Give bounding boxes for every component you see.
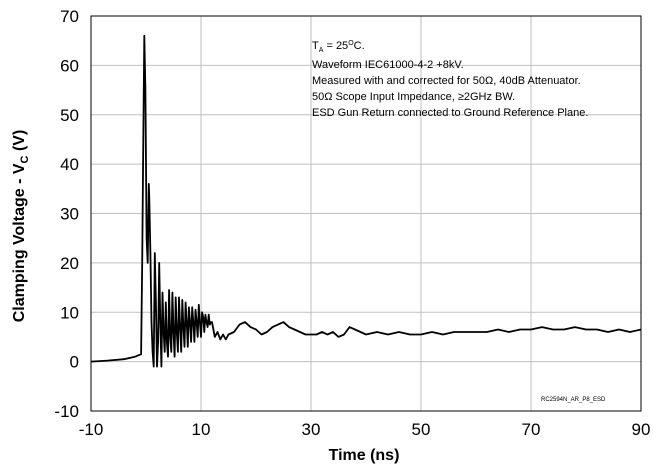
y-axis-title: Clamping Voltage - VC (V): [11, 130, 31, 323]
y-tick-label: 60: [60, 56, 79, 75]
note-temperature: TA = 25OC.: [312, 40, 365, 54]
note-gun-return: ESD Gun Return connected to Ground Refer…: [312, 107, 588, 119]
y-tick-label: -10: [54, 402, 79, 421]
x-tick-label: -10: [79, 420, 104, 439]
note-waveform: Waveform IEC61000-4-2 +8kV.: [312, 59, 464, 71]
clamping-voltage-trace: [90, 34, 642, 368]
x-tick-label: 30: [302, 420, 321, 439]
x-tick-label: 10: [192, 420, 211, 439]
test-conditions-note: TA = 25OC. Waveform IEC61000-4-2 +8kV. M…: [312, 40, 588, 119]
y-tick-label: 10: [60, 303, 79, 322]
y-tick-label: 30: [60, 205, 79, 224]
tick-labels: -10 10 30 50 70 90 -10 0 10 20 30 40 50 60 70: [54, 7, 650, 439]
plot-frame: [90, 15, 642, 412]
y-tick-label: 0: [70, 353, 79, 372]
y-tick-label: 20: [60, 254, 79, 273]
y-tick-label: 50: [60, 106, 79, 125]
note-attenuator: Measured with and corrected for 50Ω, 40d…: [312, 75, 581, 87]
x-tick-label: 70: [522, 420, 541, 439]
x-tick-label: 50: [412, 420, 431, 439]
x-axis-title: Time (ns): [329, 447, 400, 464]
y-tick-label: 70: [60, 7, 79, 26]
x-tick-label: 90: [632, 420, 651, 439]
y-tick-label: 40: [60, 155, 79, 174]
figure-id: RC2594N_AR_P8_ESD: [541, 397, 606, 403]
note-scope: 50Ω Scope Input Impedance, ≥2GHz BW.: [312, 91, 515, 103]
